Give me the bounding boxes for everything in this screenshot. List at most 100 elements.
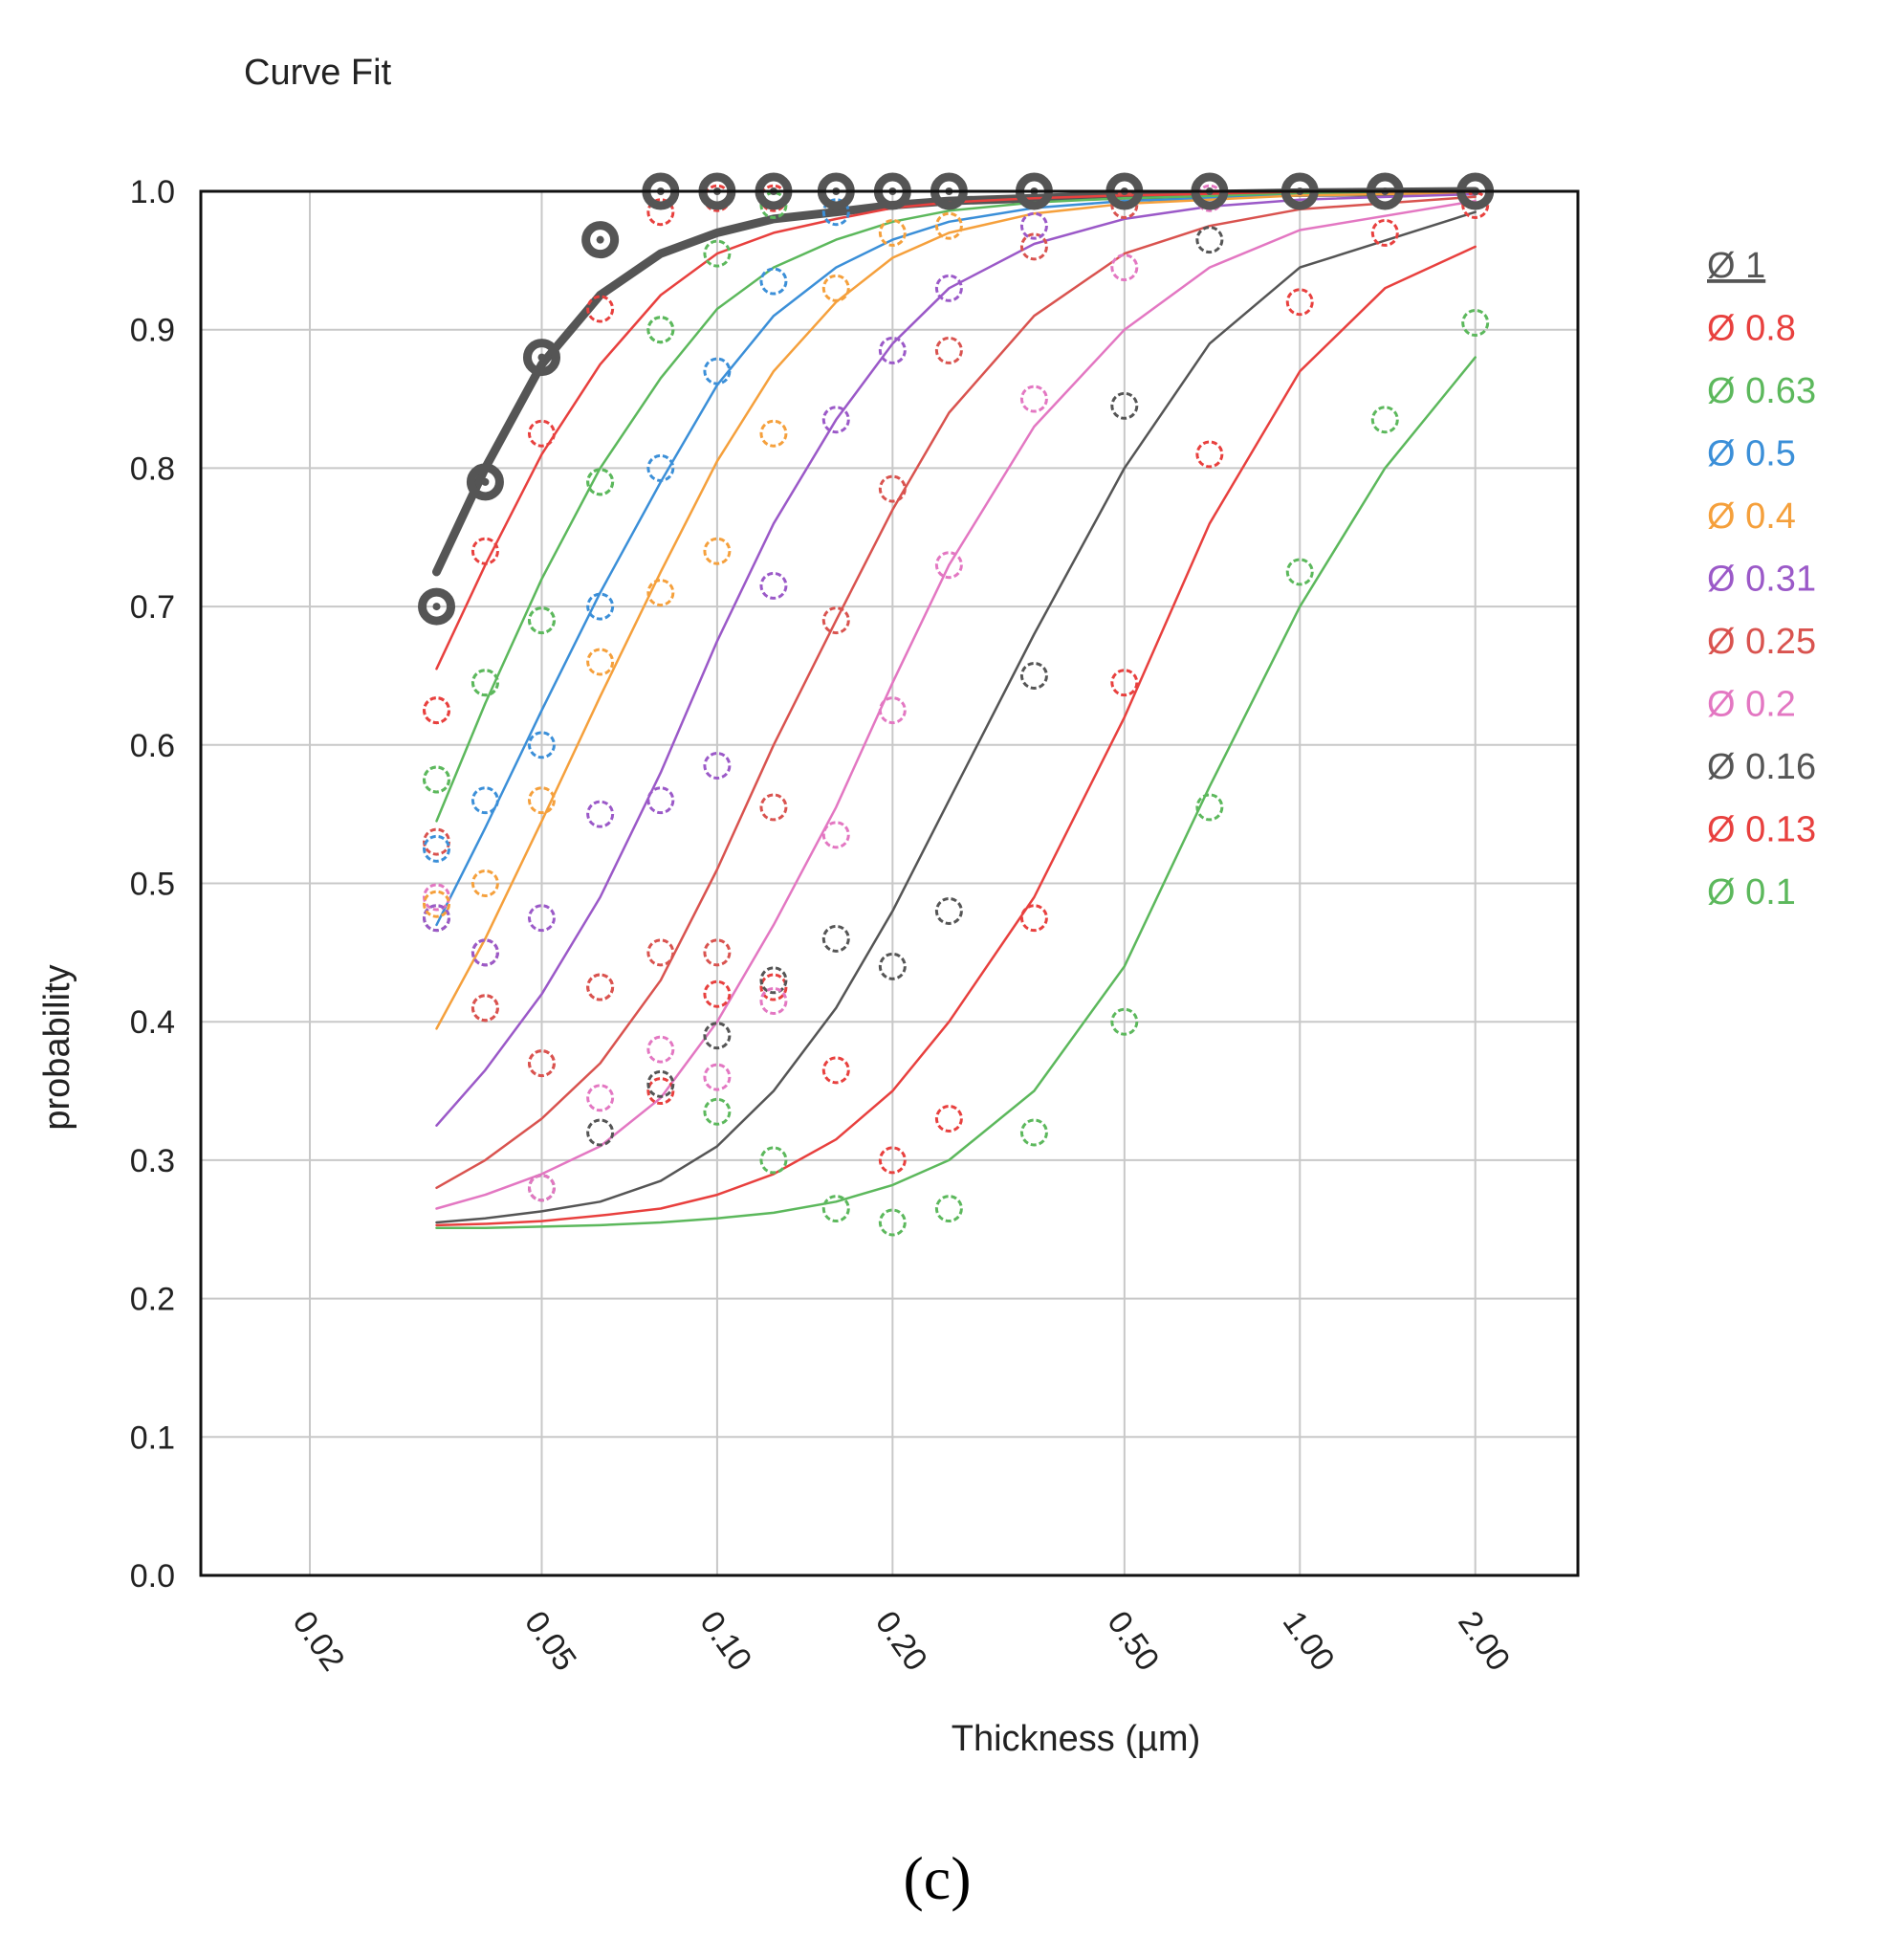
point-ring-6 <box>703 938 732 967</box>
point-ring-4 <box>934 211 963 240</box>
legend-item-1[interactable]: Ø 0.8 <box>1707 309 1796 349</box>
data-point <box>821 274 850 302</box>
point-ring-3 <box>423 834 451 863</box>
legend-item-6[interactable]: Ø 0.25 <box>1707 622 1816 662</box>
point-ring-9 <box>878 1146 907 1175</box>
y-tick-label: 0.5 <box>130 867 175 903</box>
x-tick-label: 0.20 <box>868 1605 934 1678</box>
point-ring-5 <box>527 904 556 933</box>
legend-item-4[interactable]: Ø 0.4 <box>1707 496 1796 537</box>
data-point <box>646 786 675 815</box>
point-ring-10 <box>1370 406 1399 434</box>
point-ring-1 <box>646 198 675 227</box>
point-ring-7 <box>527 1174 556 1202</box>
data-point <box>934 336 963 364</box>
point-ring-7 <box>759 986 788 1015</box>
y-tick-label: 1.0 <box>130 174 175 210</box>
fit-curve-10 <box>435 356 1477 1230</box>
data-point <box>646 316 675 344</box>
point-ring-4 <box>703 537 732 565</box>
point-ring-7 <box>821 821 850 849</box>
point-ring-4 <box>471 869 499 897</box>
legend-item-10[interactable]: Ø 0.1 <box>1707 872 1796 913</box>
point-ring-2 <box>586 468 615 496</box>
data-point <box>759 966 788 995</box>
point-ring-9 <box>646 1077 675 1106</box>
data-point <box>759 571 788 600</box>
point-ring-2 <box>646 316 675 344</box>
point-ring-2 <box>527 606 556 635</box>
legend-item-3[interactable]: Ø 0.5 <box>1707 434 1796 474</box>
point-ring-3 <box>703 357 732 385</box>
data-point <box>646 453 675 482</box>
data-point <box>878 218 907 247</box>
data-point <box>1370 406 1399 434</box>
data-point <box>703 239 732 268</box>
data-point <box>581 221 620 259</box>
point-ring-1 <box>471 537 499 565</box>
y-axis-ticks: 0.0 0.1 0.2 0.3 0.4 0.5 0.6 0.7 0.8 0.9 1.0 <box>130 174 175 1595</box>
data-point <box>1110 669 1139 697</box>
point-ring-0 <box>522 339 560 377</box>
chart-title: Curve Fit <box>244 53 392 93</box>
y-axis-label: probability <box>37 964 77 1130</box>
point-ring-7 <box>703 1063 732 1091</box>
point-ring-9 <box>1110 669 1139 697</box>
data-point <box>423 834 451 863</box>
point-ring-3 <box>821 198 850 227</box>
data-point <box>934 551 963 580</box>
data-point <box>703 752 732 781</box>
point-ring-5 <box>934 274 963 302</box>
legend-item-2[interactable]: Ø 0.63 <box>1707 371 1816 411</box>
data-point <box>934 274 963 302</box>
data-point <box>527 904 556 933</box>
point-ring-8 <box>934 896 963 925</box>
legend-item-9[interactable]: Ø 0.13 <box>1707 810 1816 850</box>
point-ring-3 <box>586 592 615 621</box>
point-ring-7 <box>878 696 907 725</box>
point-ring-7 <box>423 883 451 912</box>
point-ring-6 <box>821 606 850 635</box>
data-point <box>878 1146 907 1175</box>
x-tick-label: 0.02 <box>285 1605 351 1678</box>
point-ring-6 <box>878 474 907 503</box>
data-points <box>418 172 1495 1237</box>
fit-curve-5 <box>435 192 1477 1127</box>
point-ring-10 <box>1195 793 1224 822</box>
grid-lines <box>201 190 1578 1576</box>
data-point <box>759 267 788 296</box>
point-ring-6 <box>527 1049 556 1078</box>
data-point <box>1019 211 1048 240</box>
point-ring-6 <box>1019 232 1048 261</box>
data-point <box>703 537 732 565</box>
point-ring-3 <box>646 453 675 482</box>
y-tick-label: 0.1 <box>130 1419 175 1456</box>
data-point <box>1019 1118 1048 1147</box>
x-tick-label: 1.00 <box>1276 1605 1342 1678</box>
x-axis-ticks: 0.02 0.05 0.10 0.20 0.50 1.00 2.00 <box>285 1605 1517 1678</box>
point-center-0 <box>481 477 490 486</box>
data-point <box>471 938 499 967</box>
y-tick-label: 0.2 <box>130 1282 175 1318</box>
legend-item-8[interactable]: Ø 0.16 <box>1707 747 1816 787</box>
point-ring-2 <box>703 239 732 268</box>
point-ring-6 <box>423 827 451 856</box>
data-point <box>1019 385 1048 413</box>
legend-item-0[interactable]: Ø 1 <box>1707 246 1765 286</box>
point-ring-5 <box>586 800 615 828</box>
legend-item-7[interactable]: Ø 0.2 <box>1707 685 1796 725</box>
point-ring-1 <box>586 295 615 323</box>
legend-item-5[interactable]: Ø 0.31 <box>1707 560 1816 600</box>
data-point <box>471 669 499 697</box>
point-ring-8 <box>821 924 850 953</box>
data-point <box>527 419 556 448</box>
data-point <box>934 896 963 925</box>
figure-caption: (c) <box>903 1844 971 1912</box>
point-ring-2 <box>471 669 499 697</box>
point-ring-8 <box>703 1022 732 1050</box>
point-ring-7 <box>1019 385 1048 413</box>
point-ring-10 <box>1285 558 1314 586</box>
data-point <box>423 696 451 725</box>
data-point <box>821 406 850 434</box>
point-ring-6 <box>471 994 499 1023</box>
